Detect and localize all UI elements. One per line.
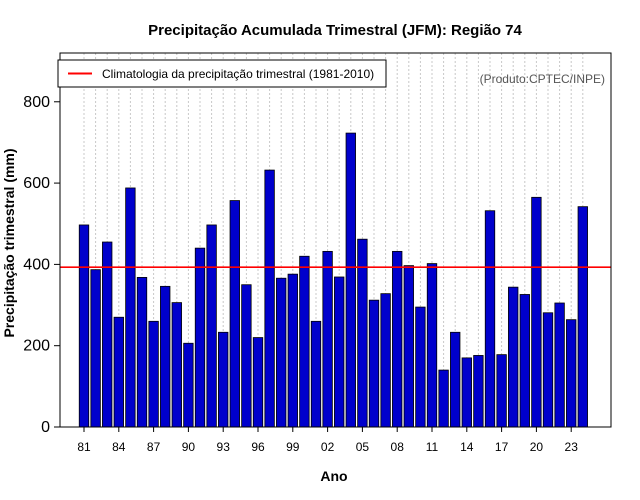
bar-90 <box>183 342 194 428</box>
bar-19 <box>519 294 530 428</box>
bar-12 <box>438 369 449 428</box>
x-axis: 81 84 87 90 93 96 99 02 05 08 11 14 17 20 23 <box>60 426 611 454</box>
x-tick-label: 17 <box>495 440 509 454</box>
y-axis: 0 200 400 600 800 <box>23 53 61 436</box>
bar-94 <box>229 200 240 428</box>
y-tick-label: 600 <box>23 175 50 192</box>
bar-23 <box>566 319 577 428</box>
bar-88 <box>160 285 171 428</box>
x-tick-label: 90 <box>182 440 196 454</box>
bar-83 <box>102 241 113 428</box>
bar-15 <box>473 355 484 428</box>
bar-86 <box>136 276 148 428</box>
bar-82 <box>90 269 101 428</box>
bar-00 <box>299 255 310 428</box>
bar-89 <box>171 302 182 428</box>
x-tick-label: 02 <box>321 440 335 454</box>
bar-06 <box>368 299 380 428</box>
bar-97 <box>264 169 275 428</box>
x-tick-label: 96 <box>251 440 265 454</box>
credit-text: (Produto:CPTEC/INPE) <box>480 72 605 86</box>
bar-04 <box>345 132 356 428</box>
bars <box>78 132 588 428</box>
bar-09 <box>403 265 414 428</box>
y-axis-label: Precipitação trimestral (mm) <box>1 148 17 337</box>
x-tick-label: 99 <box>286 440 300 454</box>
bar-07 <box>380 293 391 428</box>
bar-08 <box>392 250 403 428</box>
bar-92 <box>206 224 217 428</box>
bar-24 <box>577 206 588 428</box>
bar-99 <box>287 273 298 428</box>
bar-21 <box>542 312 554 428</box>
legend: Climatologia da precipitação trimestral … <box>57 59 387 88</box>
gridlines <box>83 53 584 427</box>
bar-14 <box>461 357 472 428</box>
x-tick-label: 93 <box>217 440 231 454</box>
bar-93 <box>218 331 229 428</box>
legend-label: Climatologia da precipitação trimestral … <box>102 67 374 81</box>
bar-91 <box>194 247 206 428</box>
bar-11 <box>426 263 438 428</box>
bar-10 <box>415 306 426 428</box>
bar-17 <box>496 354 507 428</box>
x-tick-label: 87 <box>147 440 161 454</box>
bar-85 <box>125 187 136 428</box>
bar-22 <box>554 302 565 428</box>
bar-87 <box>148 320 159 428</box>
x-tick-label: 08 <box>391 440 405 454</box>
y-tick-label: 400 <box>23 256 50 273</box>
x-tick-label: 81 <box>77 440 91 454</box>
x-tick-label: 05 <box>356 440 370 454</box>
x-tick-label: 23 <box>565 440 579 454</box>
bar-96 <box>252 337 264 428</box>
bar-01 <box>310 320 322 428</box>
bar-16 <box>484 210 496 428</box>
bar-84 <box>113 316 124 428</box>
legend-box <box>57 59 387 88</box>
bar-02 <box>322 250 333 428</box>
bar-20 <box>531 196 542 428</box>
chart-title: Precipitação Acumulada Trimestral (JFM):… <box>148 22 522 39</box>
bar-13 <box>450 331 461 428</box>
bar-81 <box>78 224 90 428</box>
x-tick-label: 20 <box>530 440 544 454</box>
bar-98 <box>276 277 287 428</box>
x-tick-label: 11 <box>426 440 439 454</box>
x-axis-label: Ano <box>320 468 347 484</box>
bar-18 <box>508 286 519 428</box>
bar-03 <box>334 276 345 428</box>
x-tick-label: 14 <box>460 440 474 454</box>
x-tick-label: 84 <box>112 440 126 454</box>
y-tick-label: 200 <box>23 338 50 355</box>
bar-95 <box>241 284 252 428</box>
y-tick-label: 0 <box>41 419 50 436</box>
y-tick-label: 800 <box>23 94 50 111</box>
